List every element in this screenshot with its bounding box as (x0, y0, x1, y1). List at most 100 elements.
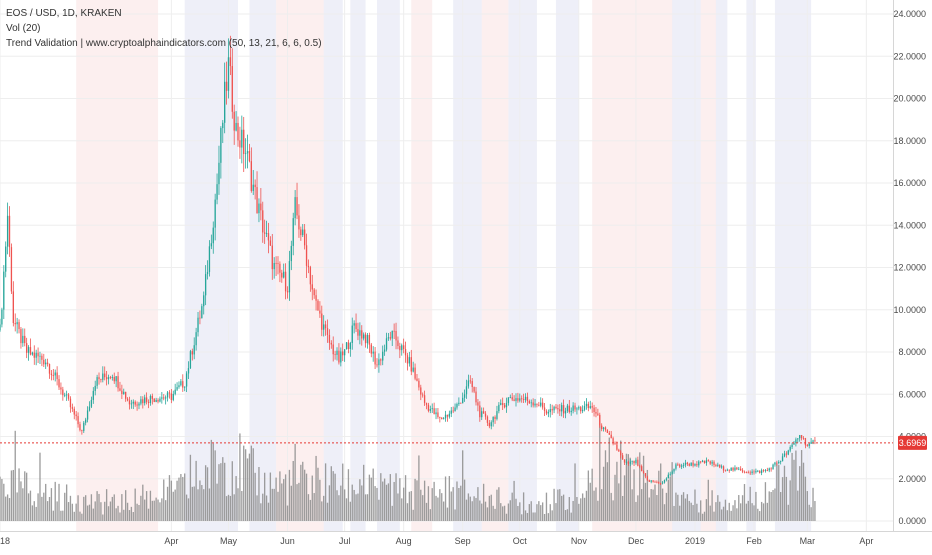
volume-bar (665, 492, 668, 521)
candle-body (330, 342, 332, 345)
volume-bar (661, 488, 664, 521)
volume-bar (410, 491, 412, 521)
candle-body (303, 229, 306, 246)
volume-bar (534, 512, 536, 521)
candle-body (24, 335, 26, 344)
candle-body (254, 184, 256, 188)
volume-bar (180, 474, 182, 521)
volume-bar (311, 475, 313, 521)
candle-body (64, 394, 66, 396)
candle-body (300, 229, 302, 236)
volume-bar (315, 455, 317, 521)
candle-body (812, 440, 814, 442)
candle-body (31, 352, 34, 355)
candle-body (305, 245, 308, 266)
volume-bar (45, 483, 47, 521)
candle-body (757, 470, 759, 472)
candle-body (256, 187, 258, 214)
candle-body (519, 398, 521, 401)
candle-body (401, 345, 403, 351)
bull-trend-band (774, 0, 812, 531)
volume-bar (686, 494, 689, 521)
volume-bar (134, 488, 136, 521)
candle-body (652, 480, 654, 482)
candle-body (102, 373, 104, 380)
candle-body (302, 229, 304, 236)
volume-bar (98, 493, 100, 521)
price-tick-label: 20.0000 (893, 94, 926, 104)
bear-trend-band (615, 0, 673, 531)
candle-body (197, 317, 199, 333)
volume-bar (102, 514, 104, 521)
volume-bar (195, 460, 197, 521)
candle-body (33, 352, 35, 358)
time-tick-label: 2019 (685, 536, 705, 546)
candle-body (799, 435, 801, 439)
indicator-study-label[interactable]: Trend Validation | www.cryptoalphaindica… (6, 38, 322, 49)
volume-bar (117, 505, 119, 521)
volume-bar (233, 494, 235, 521)
symbol-title[interactable]: EOS / USD, 1D, KRAKEN (6, 8, 122, 19)
candle-body (580, 407, 582, 412)
volume-bar (163, 479, 165, 521)
candle-body (46, 362, 49, 365)
bear-trend-band (276, 0, 324, 531)
volume-bar (206, 467, 209, 521)
candle-body (481, 411, 483, 418)
volume-bar (16, 492, 18, 521)
candle-body (741, 470, 744, 472)
price-axis[interactable]: 0.00002.00004.00006.00008.000010.000012.… (893, 9, 926, 526)
candle-body (267, 233, 270, 241)
candle-body (149, 396, 152, 403)
candle-body (39, 355, 41, 357)
bear-trend-band (700, 0, 716, 531)
candle-body (781, 456, 784, 462)
candle-body (576, 408, 578, 410)
volume-bar (448, 476, 451, 521)
time-tick-label: Sep (455, 536, 471, 546)
volume-bar (490, 494, 492, 521)
volume-bar (123, 509, 125, 521)
candle-body (104, 373, 106, 378)
volume-bar (783, 465, 786, 521)
volume-study-label[interactable]: Vol (20) (6, 23, 41, 34)
volume-bar (197, 489, 199, 521)
volume-bar (614, 474, 616, 521)
volume-bar (324, 463, 327, 521)
volume-bar (199, 480, 201, 521)
volume-bar (39, 452, 41, 521)
volume-bar (275, 477, 277, 521)
candle-body (235, 122, 237, 131)
candle-body (783, 453, 786, 457)
time-axis[interactable]: 2018 Apr May Jun Jul Aug Sep Oct Nov Dec 2019 Feb Ma… (0, 536, 873, 546)
candle-body (597, 413, 599, 415)
candle-body (446, 414, 449, 417)
candle-body (791, 444, 793, 447)
candle-body (225, 81, 228, 91)
candle-body (671, 471, 673, 474)
volume-bar (690, 502, 692, 521)
volume-bar (132, 512, 134, 521)
volume-bar (357, 493, 359, 521)
candle-body (351, 325, 353, 343)
candle-body (340, 351, 342, 363)
candle-body (18, 322, 20, 330)
candle-body (90, 399, 93, 407)
volume-bar (12, 469, 14, 521)
candle-body (67, 394, 70, 399)
candle-body (391, 330, 393, 339)
volume-bar (757, 508, 759, 521)
price-tick-label: 8.0000 (898, 347, 926, 357)
candle-body (343, 349, 346, 356)
volume-bar (138, 505, 140, 521)
volume-bar (700, 500, 702, 521)
candle-body (372, 351, 374, 354)
volume-bar (404, 475, 407, 521)
candle-body (460, 402, 462, 404)
candle-body (79, 424, 81, 431)
volume-bar (692, 505, 694, 521)
volume-bar (399, 478, 401, 521)
candle-body (589, 406, 591, 408)
